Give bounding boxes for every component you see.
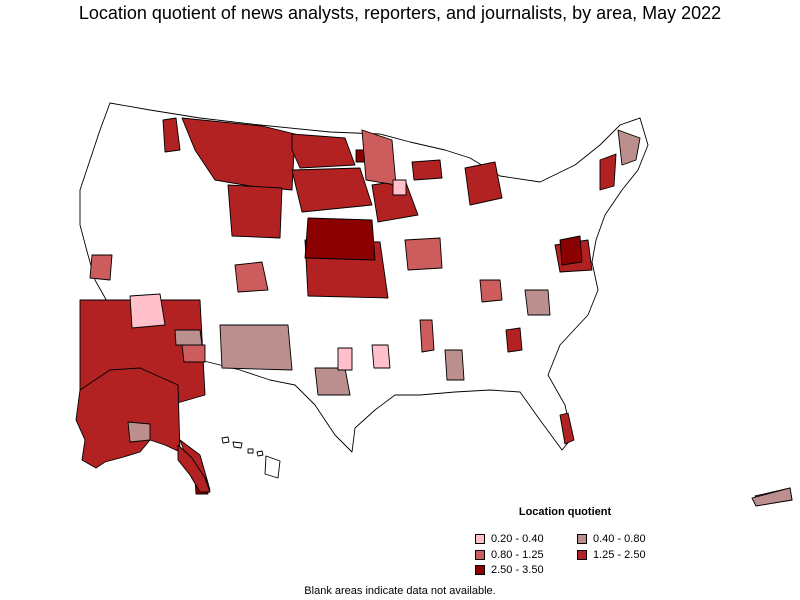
legend-swatch	[475, 565, 485, 575]
legend-item-0-80-to-1-25: 0.80 - 1.25	[475, 549, 544, 561]
alaska-interior-region	[127, 421, 151, 443]
legend-label: 1.25 - 2.50	[593, 549, 646, 561]
regions-lq-2-50-to-3-50	[194, 149, 583, 495]
legend-label: 2.50 - 3.50	[491, 564, 544, 576]
legend-swatch	[577, 550, 587, 560]
legend-title: Location quotient	[518, 506, 612, 518]
legend-item-1-25-to-2-50: 1.25 - 2.50	[577, 549, 646, 561]
regions-lq-0-80-to-1-25	[89, 129, 503, 363]
legend-item-0-20-to-0-40: 0.20 - 0.40	[475, 533, 544, 545]
legend-swatch	[475, 550, 485, 560]
regions-lq-1-25-to-2-50	[79, 117, 617, 491]
footnote: Blank areas indicate data not available.	[304, 585, 496, 597]
regions-lq-0-20-to-0-40	[129, 179, 407, 371]
legend-swatch	[577, 534, 587, 544]
legend-label: 0.20 - 0.40	[491, 533, 544, 545]
legend-swatch	[475, 534, 485, 544]
alaska	[75, 367, 181, 469]
alaska-panhandle	[177, 444, 211, 493]
legend-label: 0.80 - 1.25	[491, 549, 544, 561]
map-title: Location quotient of news analysts, repo…	[78, 3, 722, 23]
legend-item-2-50-to-3-50: 2.50 - 3.50	[475, 564, 544, 576]
legend-item-0-40-to-0-80: 0.40 - 0.80	[577, 533, 646, 545]
puerto-rico	[751, 487, 793, 507]
legend-label: 0.40 - 0.80	[593, 533, 646, 545]
hawaii	[221, 436, 281, 479]
